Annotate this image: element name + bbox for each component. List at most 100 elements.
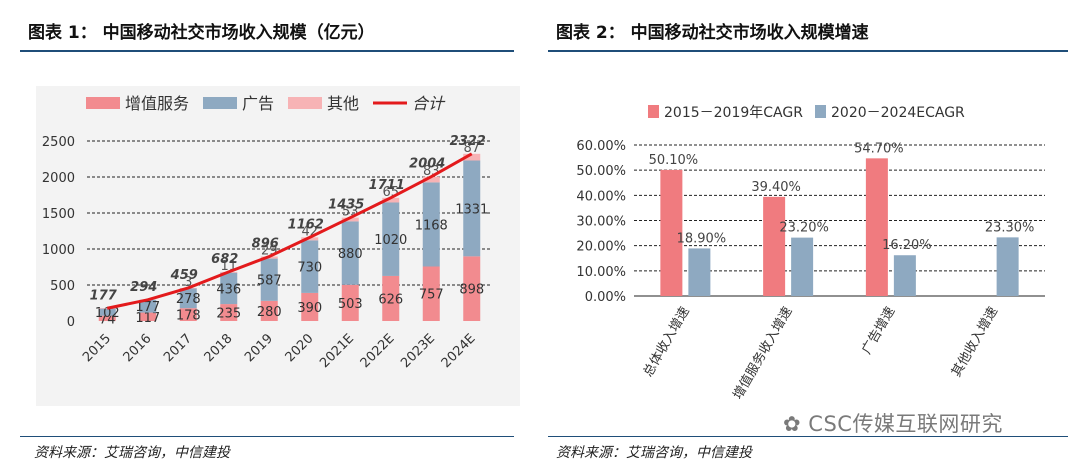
total-data-label: 1711: [369, 178, 405, 193]
figure-2: 图表 2： 中国移动社交市场收入规模增速 0.00% 10.00% 20.00% 30…: [540, 0, 1080, 472]
bar-advertising: [422, 182, 440, 267]
bar-other: [382, 197, 400, 203]
figure-1-source-rule: [20, 436, 514, 437]
bar-data-label: 898: [459, 283, 484, 298]
y-tick-label: 0: [67, 315, 75, 330]
bar-data-label: 74: [99, 312, 116, 327]
bar-data-label: 280: [257, 305, 282, 320]
bar-data-label: 3: [184, 275, 192, 290]
bar-data-label: 50.10%: [649, 153, 699, 168]
y-tick-label: 60.00%: [576, 139, 626, 154]
legend-swatch: [288, 97, 322, 109]
bar-advertising: [301, 240, 319, 293]
total-data-label: 1435: [328, 198, 364, 213]
bar-value-added: [98, 315, 116, 321]
bar-advertising: [382, 202, 400, 276]
bar-advertising: [139, 299, 157, 313]
bar-value-added: [260, 300, 278, 321]
bar-data-label: 730: [297, 261, 322, 276]
bar-data-label: 390: [297, 301, 322, 316]
bar-cagr-2020-2024: [996, 237, 1019, 296]
figure-1: 图表 1： 中国移动社交市场收入规模（亿元） 0 500 1000 1500 2000 2…: [20, 23, 520, 461]
bar-other: [98, 308, 116, 309]
bar-data-label: 757: [419, 288, 444, 303]
bar-value-added: [463, 256, 481, 321]
bar-data-label: 880: [338, 247, 363, 262]
figure-2-title: 图表 2： 中国移动社交市场收入规模增速: [556, 23, 869, 43]
legend-swatch: [203, 97, 237, 109]
bar-data-label: 87: [463, 141, 480, 156]
legend-swatch: [86, 97, 120, 109]
x-tick-label: 其他收入增速: [949, 305, 1001, 380]
bar-other: [422, 176, 440, 183]
legend-label: 广告: [242, 94, 274, 113]
bar-advertising: [179, 288, 197, 309]
figure-1-title-rule: [20, 50, 514, 52]
bar-data-label: 54.70%: [854, 141, 904, 156]
x-tick-label: 增值服务收入增速: [730, 304, 796, 402]
x-tick-label: 广告增速: [859, 305, 898, 358]
bar-value-added: [382, 275, 400, 321]
bar-data-label: 177: [135, 300, 160, 315]
bar-other: [341, 217, 359, 222]
figure-2-source-rule: [548, 436, 1068, 437]
y-tick-label: 10.00%: [576, 265, 626, 280]
total-data-label: 177: [90, 288, 118, 303]
watermark-text: CSC传媒互联网研究: [808, 412, 1003, 436]
bar-data-label: 102: [95, 306, 120, 321]
bar-data-label: 1331: [455, 202, 488, 217]
total-data-label: 459: [170, 268, 198, 283]
bar-data-label: 436: [216, 282, 241, 297]
bar-data-label: 235: [216, 307, 241, 322]
growth-bar-chart: 0.00% 10.00% 20.00% 30.00% 40.00% 50.00% 60.00…: [576, 105, 1045, 402]
total-data-label: 2004: [409, 157, 445, 172]
wechat-icon: ✿: [783, 412, 809, 436]
bar-value-added: [179, 308, 197, 321]
y-tick-label: 50.00%: [576, 164, 626, 179]
bar-advertising: [463, 160, 481, 257]
bar-value-added: [220, 304, 238, 321]
bar-data-label: 16.20%: [882, 238, 932, 253]
bar-data-label: 278: [176, 292, 201, 307]
bar-value-added: [341, 284, 359, 321]
bar-value-added: [422, 266, 440, 321]
bar-data-label: 178: [176, 309, 201, 324]
legend-swatch: [815, 105, 826, 118]
bar-cagr-2015-2019: [763, 196, 786, 296]
total-data-label: 1162: [288, 217, 324, 232]
bar-cagr-2020-2024: [893, 255, 916, 296]
bar-advertising: [341, 221, 359, 285]
bar-cagr-2015-2019: [660, 169, 683, 296]
y-tick-label: 0.00%: [585, 290, 626, 305]
bar-data-label: 587: [257, 274, 282, 289]
x-tick-label: 总体收入增速: [641, 305, 693, 380]
total-data-label: 682: [211, 252, 238, 267]
total-data-label: 896: [252, 236, 279, 251]
bar-data-label: 23.30%: [985, 220, 1035, 235]
bar-data-label: 503: [338, 297, 363, 312]
watermark: ✿ CSC传媒互联网研究: [783, 408, 1003, 438]
bar-data-label: 1168: [415, 218, 448, 233]
y-tick-label: 20.00%: [576, 240, 626, 255]
figure-2-source: 资料来源：艾瑞咨询，中信建投: [556, 445, 752, 461]
legend-label: 增值服务: [125, 94, 189, 113]
y-tick-label: 1000: [42, 243, 75, 258]
total-line: [106, 152, 473, 310]
bar-cagr-2020-2024: [791, 237, 814, 296]
total-data-label: 294: [130, 280, 157, 295]
bar-other: [463, 153, 481, 161]
y-tick-label: 2000: [42, 171, 75, 186]
total-data-label: 2322: [450, 134, 486, 149]
bar-data-label: 18.90%: [677, 231, 727, 246]
legend-label: 其他: [327, 94, 359, 113]
y-tick-label: 40.00%: [576, 189, 626, 204]
bar-data-label: 626: [378, 292, 403, 307]
bar-data-label: 39.40%: [751, 180, 801, 195]
legend-label: 2015－2019年CAGR: [664, 105, 803, 121]
figure-2-title-rule: [548, 50, 1068, 52]
bar-advertising: [220, 272, 238, 305]
figure-1-source: 资料来源：艾瑞咨询，中信建投: [34, 445, 230, 461]
bar-cagr-2020-2024: [688, 248, 711, 296]
y-tick-label: 1500: [42, 207, 75, 222]
bar-data-label: 117: [135, 311, 160, 326]
